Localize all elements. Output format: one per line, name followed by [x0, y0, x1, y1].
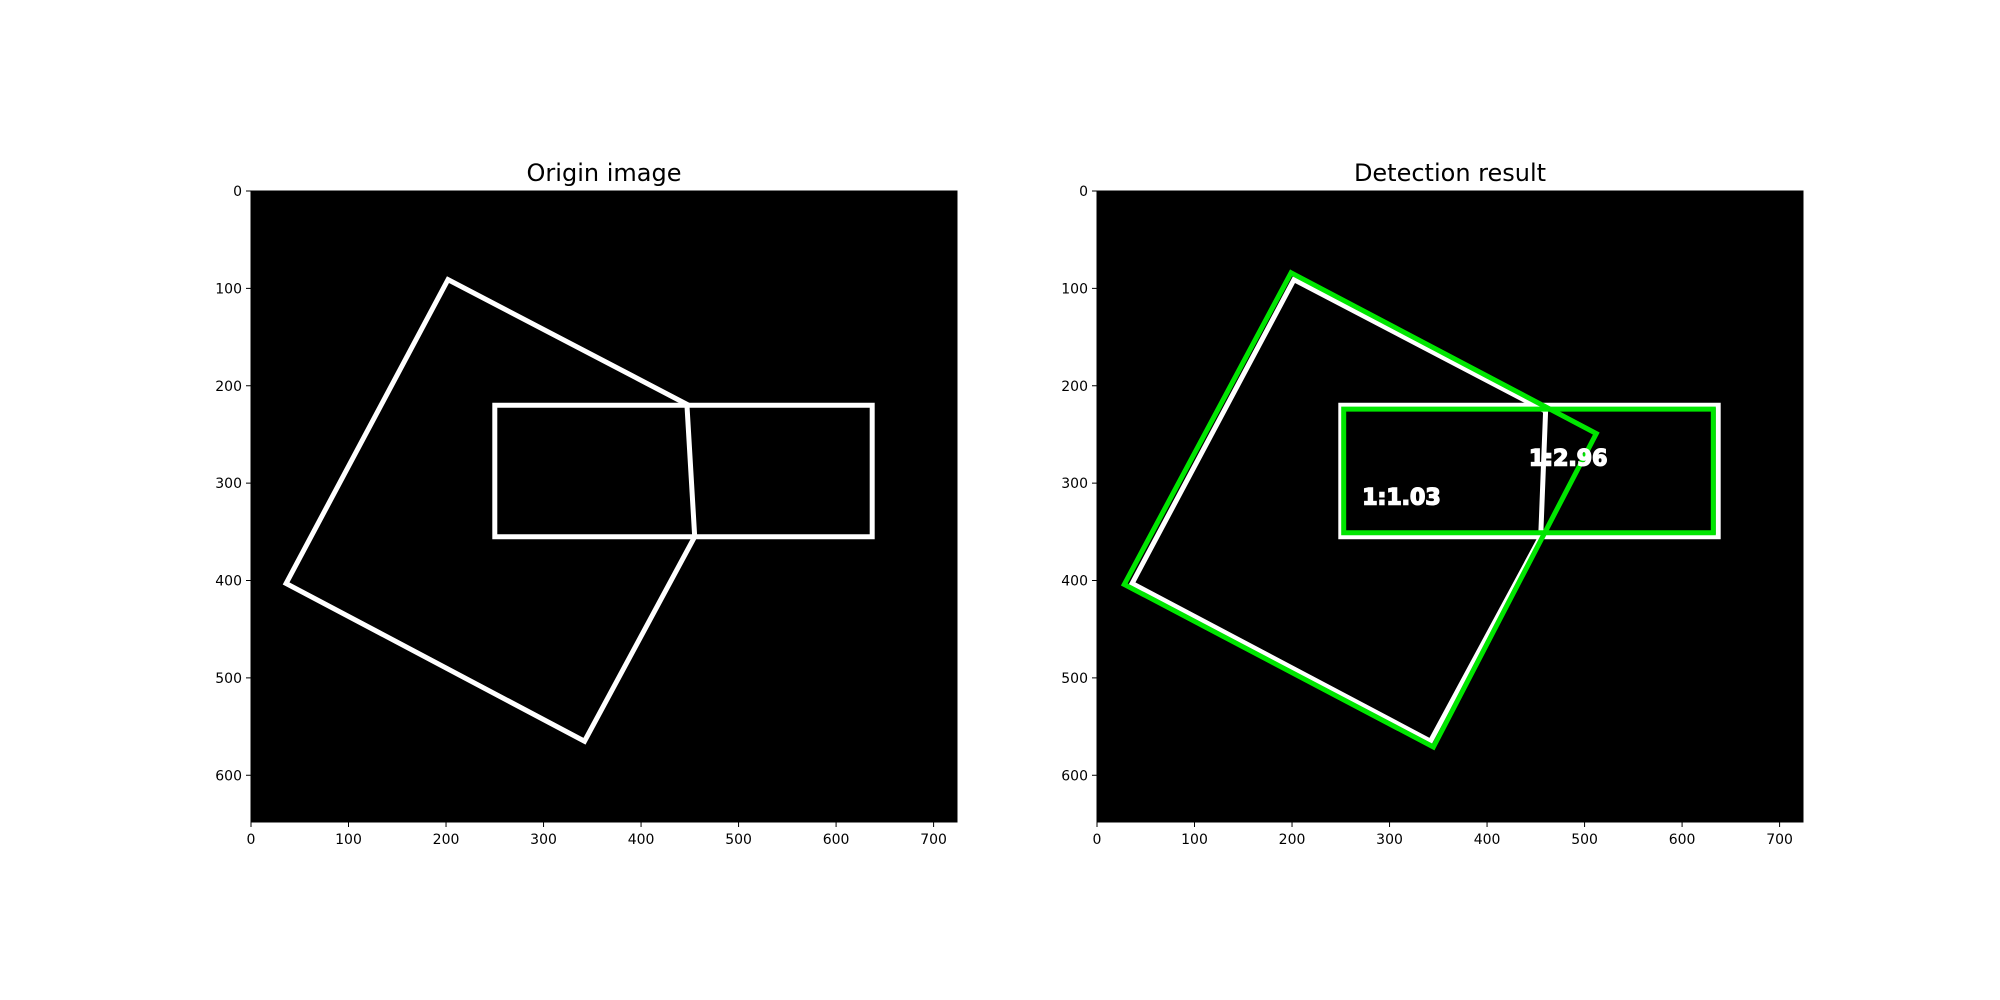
- y-tick-label: 600: [1061, 768, 1088, 784]
- axes-frame: [250, 190, 958, 823]
- x-tick-label: 600: [823, 832, 850, 848]
- y-tick-label: 300: [215, 476, 242, 492]
- aspect-ratio-label: 1:1.03: [1362, 486, 1440, 511]
- green-detection-box-2: [1120, 269, 1600, 751]
- x-tick-label: 300: [1376, 832, 1403, 848]
- y-tick-label: 600: [215, 768, 242, 784]
- x-tick-label: 100: [335, 832, 362, 848]
- panel-title: Detection result: [1354, 159, 1546, 187]
- panel-detection-result: Detection result 1:2.96 1:1.03 0 100 200 300 4…: [1061, 159, 1804, 848]
- panel-title: Origin image: [527, 159, 682, 187]
- x-tick-label: 600: [1669, 832, 1696, 848]
- x-tick-label: 0: [247, 832, 256, 848]
- x-tick-label: 300: [530, 832, 557, 848]
- y-tick-label: 200: [1061, 379, 1088, 395]
- y-tick-label: 0: [233, 184, 242, 200]
- y-tick-label: 500: [1061, 671, 1088, 687]
- white-contour-1: [1338, 402, 1721, 540]
- x-tick-label: 200: [1279, 832, 1306, 848]
- x-tick-label: 700: [920, 832, 947, 848]
- x-tick-label: 400: [1474, 832, 1501, 848]
- y-tick-label: 500: [215, 671, 242, 687]
- x-tick-label: 700: [1766, 832, 1793, 848]
- x-tick-label: 400: [628, 832, 655, 848]
- y-tick-label: 400: [1061, 574, 1088, 590]
- y-tick-label: 100: [1061, 281, 1088, 297]
- aspect-ratio-label: 1:2.96: [1529, 447, 1607, 472]
- y-tick-label: 200: [215, 379, 242, 395]
- panel-origin-image: Origin image 0 100 200 300 400 500 600 700 0 100 2…: [215, 159, 958, 848]
- x-tick-label: 0: [1093, 832, 1102, 848]
- x-tick-label: 100: [1181, 832, 1208, 848]
- x-tick-label: 200: [433, 832, 460, 848]
- axes-frame: [1096, 190, 1804, 823]
- x-tick-label: 500: [725, 832, 752, 848]
- white-contour-0: [1128, 276, 1549, 745]
- y-tick-label: 300: [1061, 476, 1088, 492]
- y-tick-label: 400: [215, 574, 242, 590]
- image-area: [251, 191, 957, 822]
- y-tick-label: 100: [215, 281, 242, 297]
- x-tick-label: 500: [1571, 832, 1598, 848]
- image-area: [1097, 191, 1803, 822]
- y-tick-label: 0: [1079, 184, 1088, 200]
- green-detection-box-3: [1341, 406, 1716, 536]
- white-contour-0: [282, 276, 698, 745]
- white-contour-1: [492, 402, 875, 540]
